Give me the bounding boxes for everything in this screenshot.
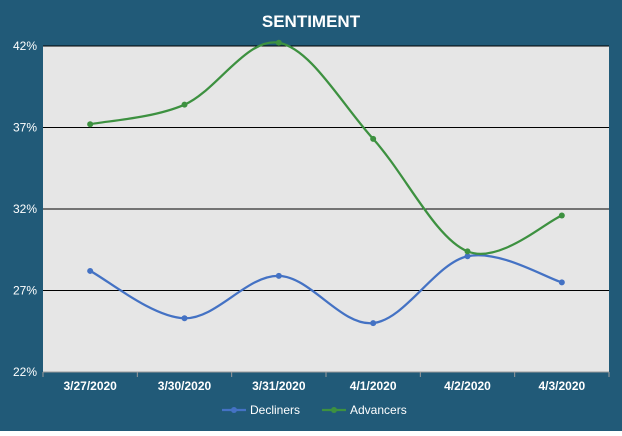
- decliners-line: [89, 254, 563, 325]
- advancers-point: [370, 135, 377, 142]
- chart-title: SENTIMENT: [262, 12, 361, 31]
- x-tick-label: 4/1/2020: [350, 379, 397, 393]
- y-tick-label: 27%: [13, 284, 37, 298]
- decliners-point: [464, 253, 471, 260]
- decliners-point: [370, 320, 377, 327]
- legend-advancers-marker: [331, 407, 337, 413]
- legend-decliners-marker: [231, 407, 237, 413]
- x-tick-label: 3/30/2020: [158, 379, 212, 393]
- legend: Decliners Advancers: [222, 403, 407, 417]
- x-tick-label: 4/3/2020: [538, 379, 585, 393]
- gridlines: [42, 45, 610, 377]
- y-tick-label: 32%: [13, 202, 37, 216]
- decliners-point: [275, 272, 282, 279]
- decliners-point: [558, 279, 565, 286]
- x-tick-label: 4/2/2020: [444, 379, 491, 393]
- x-axis-tick-labels: 3/27/2020 3/30/2020 3/31/2020 4/1/2020 4/2/2…: [63, 379, 585, 393]
- y-tick-label: 22%: [13, 365, 37, 379]
- legend-advancers-label: Advancers: [350, 403, 407, 417]
- advancers-point: [275, 39, 282, 46]
- legend-decliners-label: Decliners: [250, 403, 300, 417]
- series-lines: [87, 39, 565, 327]
- advancers-point: [181, 101, 188, 108]
- y-tick-label: 42%: [13, 39, 37, 53]
- advancers-point: [464, 248, 471, 255]
- x-tick-label: 3/31/2020: [252, 379, 306, 393]
- decliners-point: [87, 267, 94, 274]
- advancers-point: [87, 121, 94, 128]
- advancers-point: [558, 212, 565, 219]
- y-axis-tick-labels: 22% 27% 32% 37% 42%: [13, 39, 37, 379]
- decliners-point: [181, 315, 188, 322]
- x-tick-label: 3/27/2020: [63, 379, 117, 393]
- y-tick-label: 37%: [13, 121, 37, 135]
